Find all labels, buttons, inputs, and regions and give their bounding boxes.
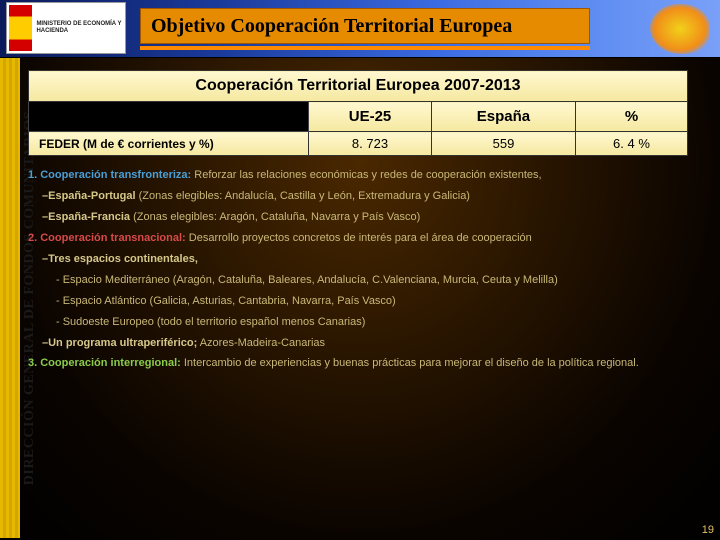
title-underline xyxy=(140,46,590,50)
num-3: 3. Cooperación interregional: xyxy=(28,357,181,369)
para-2-text: (Zonas elegibles: Andalucía, Castilla y … xyxy=(136,190,470,202)
table-title: Cooperación Territorial Europea 2007-201… xyxy=(29,71,688,102)
bold-ultra: –Un programa ultraperiférico; xyxy=(42,337,197,349)
ministry-logo: MINISTERIO DE ECONOMÍA Y HACIENDA xyxy=(6,2,126,54)
spain-flag-icon xyxy=(9,5,32,51)
sidebar-band xyxy=(0,58,20,538)
para-4: 2. Cooperación transnacional: Desarrollo… xyxy=(28,231,694,247)
slide-title: Objetivo Cooperación Territorial Europea xyxy=(151,15,512,38)
para-2: –España-Portugal (Zonas elegibles: Andal… xyxy=(42,189,694,205)
cell-espana: 559 xyxy=(432,132,576,156)
para-9: –Un programa ultraperiférico; Azores-Mad… xyxy=(42,336,694,352)
cell-pct: 6. 4 % xyxy=(575,132,687,156)
row-label: FEDER (M de € corrientes y %) xyxy=(29,132,309,156)
para-1-text: Reforzar las relaciones económicas y red… xyxy=(191,169,541,181)
para-10-text: Intercambio de experiencias y buenas prá… xyxy=(181,357,639,369)
header-bar: MINISTERIO DE ECONOMÍA Y HACIENDA Objeti… xyxy=(0,0,720,58)
page-number: 19 xyxy=(702,524,714,536)
num-2: 2. Cooperación transnacional: xyxy=(28,232,186,244)
data-table: Cooperación Territorial Europea 2007-201… xyxy=(28,70,688,156)
para-9-text: Azores-Madeira-Canarias xyxy=(197,337,325,349)
para-7: - Espacio Atlántico (Galicia, Asturias, … xyxy=(56,294,694,310)
para-3-text: (Zonas elegibles: Aragón, Cataluña, Nava… xyxy=(130,211,420,223)
para-1: 1. Cooperación transfronteriza: Reforzar… xyxy=(28,168,694,184)
bold-es-fr: –España-Francia xyxy=(42,211,130,223)
table-blank-cell xyxy=(29,102,309,132)
num-1: 1. Cooperación transfronteriza: xyxy=(28,169,191,181)
para-10: 3. Cooperación interregional: Intercambi… xyxy=(28,356,694,372)
para-6: - Espacio Mediterráneo (Aragón, Cataluña… xyxy=(56,273,694,289)
ministry-name: MINISTERIO DE ECONOMÍA Y HACIENDA xyxy=(36,21,123,35)
bold-es-pt: –España-Portugal xyxy=(42,190,136,202)
title-banner: Objetivo Cooperación Territorial Europea xyxy=(140,8,590,44)
col-pct: % xyxy=(575,102,687,132)
col-espana: España xyxy=(432,102,576,132)
para-3: –España-Francia (Zonas elegibles: Aragón… xyxy=(42,210,694,226)
col-ue25: UE-25 xyxy=(309,102,432,132)
para-4-text: Desarrollo proyectos concretos de interé… xyxy=(186,232,532,244)
eu-map-icon xyxy=(650,4,710,54)
para-5: –Tres espacios continentales, xyxy=(42,252,694,268)
para-8: - Sudoeste Europeo (todo el territorio e… xyxy=(56,315,694,331)
body-text: 1. Cooperación transfronteriza: Reforzar… xyxy=(28,168,708,372)
content-area: Cooperación Territorial Europea 2007-201… xyxy=(28,70,708,377)
cell-ue25: 8. 723 xyxy=(309,132,432,156)
